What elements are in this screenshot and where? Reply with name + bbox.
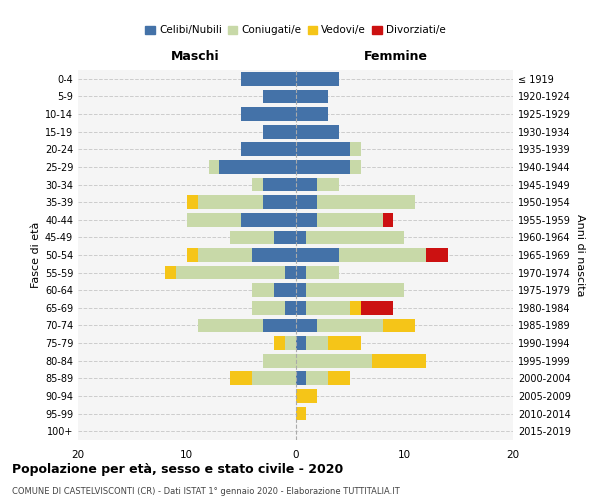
Bar xyxy=(296,406,307,420)
Bar xyxy=(284,336,296,350)
Bar xyxy=(296,196,317,209)
Bar xyxy=(296,107,328,121)
Bar xyxy=(296,336,307,350)
Bar xyxy=(296,72,339,86)
Bar xyxy=(274,284,296,297)
Text: Maschi: Maschi xyxy=(171,50,220,62)
Bar xyxy=(296,354,371,368)
Bar xyxy=(263,196,296,209)
Bar xyxy=(296,372,307,385)
Bar xyxy=(350,142,361,156)
Bar xyxy=(284,301,296,314)
Bar xyxy=(230,372,252,385)
Bar xyxy=(296,160,350,174)
Bar xyxy=(165,266,176,280)
Bar xyxy=(296,230,307,244)
Bar xyxy=(317,213,383,226)
Bar xyxy=(307,336,328,350)
Bar xyxy=(296,389,317,403)
Bar xyxy=(296,248,339,262)
Bar xyxy=(252,372,296,385)
Y-axis label: Anni di nascita: Anni di nascita xyxy=(575,214,585,296)
Bar xyxy=(263,125,296,138)
Bar xyxy=(307,284,404,297)
Text: Femmine: Femmine xyxy=(364,50,428,62)
Bar xyxy=(274,336,284,350)
Bar xyxy=(241,107,296,121)
Text: COMUNE DI CASTELVISCONTI (CR) - Dati ISTAT 1° gennaio 2020 - Elaborazione TUTTIT: COMUNE DI CASTELVISCONTI (CR) - Dati IST… xyxy=(12,487,400,496)
Bar xyxy=(296,142,350,156)
Bar xyxy=(371,354,426,368)
Bar xyxy=(296,318,317,332)
Bar xyxy=(241,142,296,156)
Bar xyxy=(252,178,263,192)
Bar xyxy=(328,372,350,385)
Bar xyxy=(307,301,350,314)
Y-axis label: Fasce di età: Fasce di età xyxy=(31,222,41,288)
Bar xyxy=(317,178,339,192)
Bar xyxy=(296,284,307,297)
Bar xyxy=(241,72,296,86)
Bar xyxy=(307,266,339,280)
Bar xyxy=(317,196,415,209)
Bar xyxy=(284,266,296,280)
Bar xyxy=(187,196,197,209)
Bar xyxy=(263,178,296,192)
Bar xyxy=(197,196,263,209)
Bar xyxy=(209,160,220,174)
Bar xyxy=(339,248,426,262)
Bar xyxy=(426,248,448,262)
Bar xyxy=(296,266,307,280)
Bar xyxy=(263,318,296,332)
Bar xyxy=(296,90,328,104)
Bar xyxy=(307,230,404,244)
Bar xyxy=(383,318,415,332)
Bar xyxy=(187,248,197,262)
Bar xyxy=(252,248,296,262)
Bar xyxy=(317,318,383,332)
Bar xyxy=(383,213,394,226)
Bar xyxy=(197,248,252,262)
Bar xyxy=(296,178,317,192)
Bar xyxy=(296,213,317,226)
Bar xyxy=(361,301,394,314)
Bar xyxy=(187,213,241,226)
Bar xyxy=(328,336,361,350)
Bar xyxy=(252,301,284,314)
Bar xyxy=(263,354,296,368)
Bar xyxy=(296,301,307,314)
Text: Popolazione per età, sesso e stato civile - 2020: Popolazione per età, sesso e stato civil… xyxy=(12,462,343,475)
Bar xyxy=(252,284,274,297)
Bar xyxy=(176,266,284,280)
Bar xyxy=(296,125,339,138)
Bar xyxy=(274,230,296,244)
Bar xyxy=(263,90,296,104)
Bar xyxy=(350,160,361,174)
Bar xyxy=(350,301,361,314)
Bar xyxy=(241,213,296,226)
Bar xyxy=(307,372,328,385)
Bar xyxy=(230,230,274,244)
Bar xyxy=(197,318,263,332)
Bar xyxy=(220,160,296,174)
Legend: Celibi/Nubili, Coniugati/e, Vedovi/e, Divorziati/e: Celibi/Nubili, Coniugati/e, Vedovi/e, Di… xyxy=(143,24,448,38)
